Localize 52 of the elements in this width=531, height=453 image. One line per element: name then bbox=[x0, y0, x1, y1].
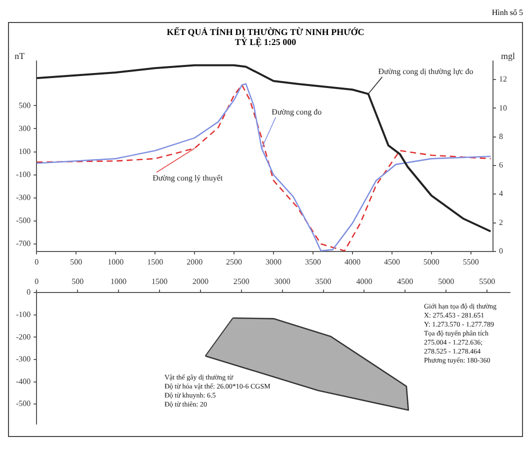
text: Hình số 5 bbox=[492, 8, 523, 17]
x-tick-label: 500 bbox=[72, 276, 84, 286]
x-tick-label: 2500 bbox=[226, 257, 242, 266]
y-tick-label: 100 bbox=[18, 146, 31, 156]
x-tick-label: 2000 bbox=[186, 257, 203, 266]
x-tick-label: 3500 bbox=[315, 276, 332, 286]
series-label: Đường cong lý thuyết bbox=[152, 173, 224, 182]
text: Đường cong dị thường lực đo bbox=[378, 66, 474, 76]
y-tick-label: -700 bbox=[16, 239, 31, 248]
x-tick-label: 4500 bbox=[397, 276, 414, 286]
y-tick-label: 0 bbox=[26, 288, 31, 297]
x-tick-label: 5000 bbox=[438, 276, 454, 286]
y-tick-label: -100 bbox=[16, 310, 31, 319]
x-tick-label: 1500 bbox=[147, 257, 164, 266]
y2-tick-label: 6 bbox=[499, 160, 503, 170]
chart-subtitle: TỶ LỆ 1:25 000 bbox=[234, 37, 298, 47]
x-tick-label: 500 bbox=[70, 257, 82, 266]
x-tick-label: 5500 bbox=[462, 257, 479, 266]
y-tick-label: -300 bbox=[16, 192, 31, 202]
chart-title: KẾT QUẢ TÍNH DỊ THƯỜNG TỪ NINH PHƯỚC bbox=[166, 27, 366, 37]
y-tick-label: -300 bbox=[16, 354, 31, 364]
y-tick-label: -400 bbox=[16, 376, 31, 386]
y-tick-label: -200 bbox=[16, 332, 31, 342]
x-tick-label: 4000 bbox=[344, 257, 360, 266]
x-tick-label: 0 bbox=[34, 276, 39, 286]
y-tick-label: -100 bbox=[16, 170, 31, 179]
x-tick-label: 3000 bbox=[266, 257, 282, 266]
x-tick-label: 1000 bbox=[108, 257, 124, 266]
y-tick-label: 500 bbox=[18, 100, 31, 110]
y2-axis-title: mgl bbox=[500, 51, 516, 61]
x-tick-label: 3000 bbox=[274, 276, 290, 286]
y2-tick-label: 10 bbox=[499, 103, 507, 112]
y2-tick-label: 0 bbox=[499, 246, 503, 256]
x-tick-label: 4000 bbox=[356, 276, 372, 286]
y-tick-label: 300 bbox=[18, 124, 31, 133]
series-label: Đường cong đo bbox=[272, 107, 322, 116]
x-tick-label: 0 bbox=[34, 257, 39, 266]
y-tick-label: -500 bbox=[16, 399, 31, 408]
x-tick-label: 1000 bbox=[110, 276, 127, 286]
x-tick-label: 1500 bbox=[152, 276, 168, 286]
y2-tick-label: 8 bbox=[499, 132, 503, 141]
x-tick-label: 2500 bbox=[233, 276, 250, 286]
y2-tick-label: 4 bbox=[499, 189, 503, 198]
x-tick-label: 5500 bbox=[479, 276, 496, 286]
y2-tick-label: 12 bbox=[499, 74, 507, 84]
x-tick-label: 4500 bbox=[384, 257, 400, 266]
x-tick-label: 5000 bbox=[423, 257, 440, 266]
y-tick-label: -500 bbox=[16, 216, 31, 225]
y2-tick-label: 2 bbox=[499, 218, 503, 227]
x-tick-label: 3500 bbox=[304, 257, 321, 266]
x-tick-label: 2000 bbox=[192, 276, 208, 286]
y-axis-title: nT bbox=[14, 51, 26, 61]
